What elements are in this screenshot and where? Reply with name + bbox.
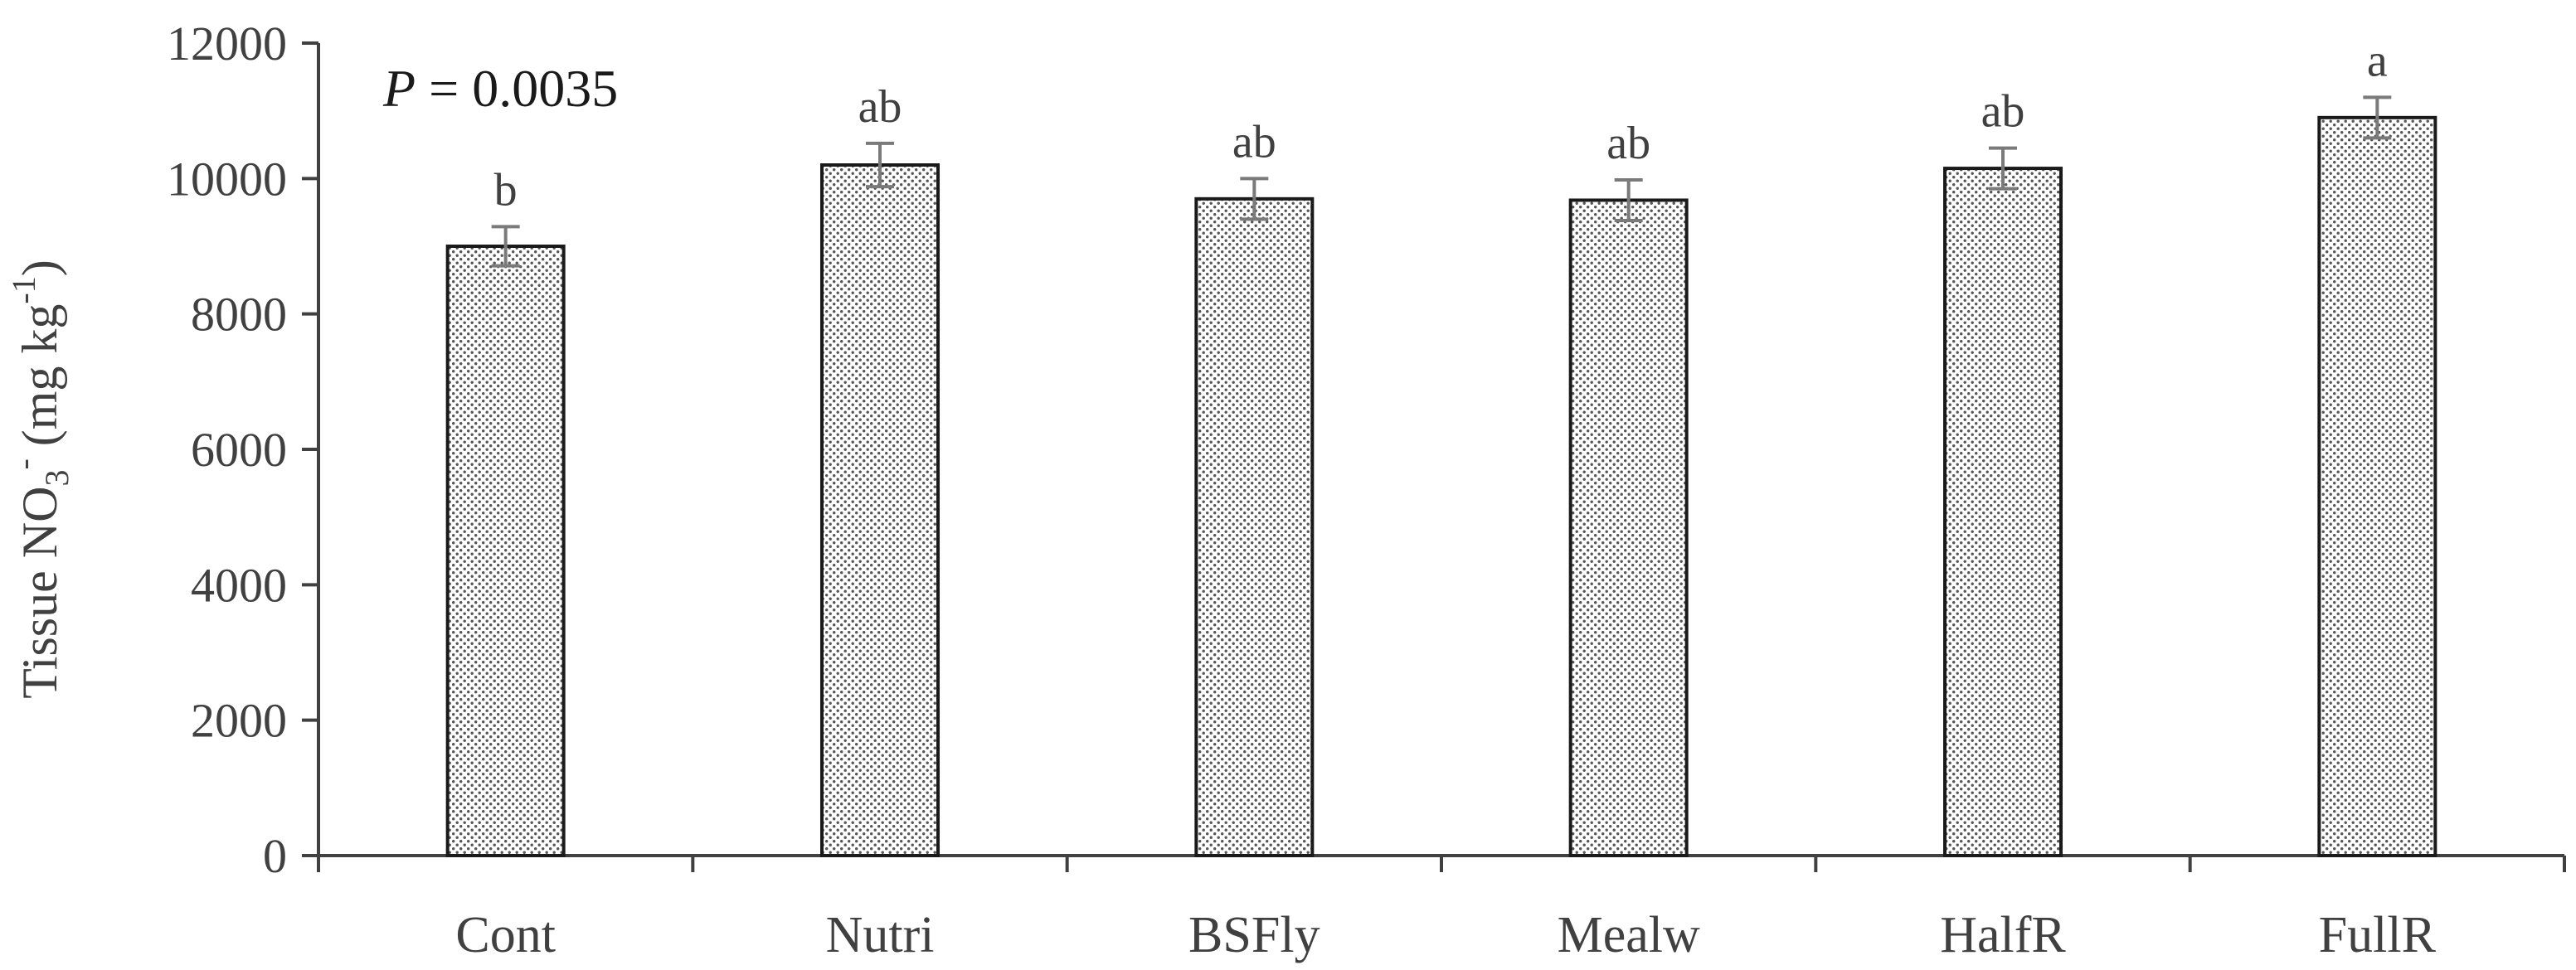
x-tick-label: FullR [2319,907,2437,963]
bar-mealw [1568,198,1689,857]
y-tick-label: 8000 [191,288,287,342]
x-tick-label: BSFly [1188,907,1320,963]
bars: b ab ab ab ab a [445,35,2437,858]
bar-fullr [2317,115,2437,858]
bar-nutri [820,163,940,857]
significance-letter: b [494,164,518,216]
y-tick-label: 6000 [191,423,287,477]
error-bar [1240,177,1269,221]
y-axis-label: Tissue NO3- (mg kg-1) [5,259,75,699]
error-bar [1989,146,2017,191]
bar-cont [445,245,566,857]
y-tick-label: 2000 [191,694,287,748]
y-tick-label: 12000 [167,17,287,70]
x-tick-label: Cont [455,907,556,963]
significance-letter: a [2367,35,2388,86]
y-tick-label: 4000 [191,558,287,612]
significance-letter: ab [1981,86,2025,138]
x-tick-label: Mealw [1558,907,1700,963]
x-axis: Cont Nutri BSFly Mealw HalfR FullR [317,854,2566,963]
significance-letter: ab [858,81,902,133]
error-bar [491,225,520,268]
bar-bsfly [1194,196,1315,858]
error-bar [866,141,894,189]
y-tick-label: 0 [263,829,287,883]
error-bar [2363,95,2392,140]
p-value-annotation: P = 0.0035 [382,59,618,118]
y-axis: 0 2000 4000 6000 8000 10000 12000 [167,17,320,883]
significance-letter: ab [1606,118,1650,169]
significance-letter: ab [1232,116,1276,167]
x-tick-label: Nutri [826,907,935,963]
y-tick-label: 10000 [167,152,287,206]
x-tick-label: HalfR [1940,907,2066,963]
bar-halfr [1943,167,2063,858]
error-bar [1614,177,1643,222]
